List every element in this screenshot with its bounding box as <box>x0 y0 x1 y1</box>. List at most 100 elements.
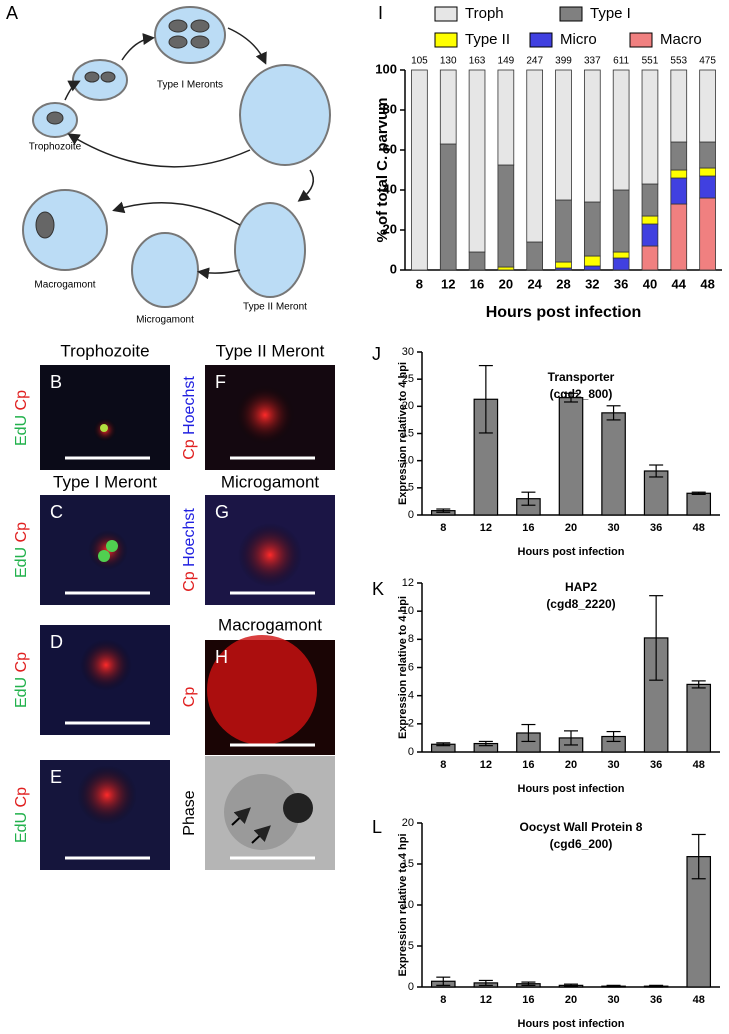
error-bar <box>478 979 493 986</box>
bar-total: 337 <box>584 56 601 67</box>
x-tick-label: 12 <box>441 276 455 291</box>
channel: Cp <box>181 439 198 460</box>
cell-phase <box>224 774 300 850</box>
x-tick-label: 36 <box>650 759 662 771</box>
error-bar <box>649 984 664 988</box>
bar-segment <box>583 255 601 267</box>
bar-segment <box>612 251 630 259</box>
bar-total: 163 <box>469 56 486 67</box>
channel: Cp <box>13 522 30 543</box>
channel-labels: Phase <box>181 790 198 835</box>
bar <box>558 397 584 516</box>
stage-label: Trophozoite <box>29 142 82 153</box>
y-tick-label: 100 <box>375 61 397 76</box>
legend-label: Micro <box>560 31 597 48</box>
y-tick-label: 8 <box>408 633 414 645</box>
x-tick-label: 48 <box>693 522 705 534</box>
bar-total: 105 <box>411 56 428 67</box>
bar-total: 149 <box>498 56 515 67</box>
y-tick-label: 30 <box>402 346 414 358</box>
error-bar <box>606 730 621 743</box>
channel: EdU <box>13 415 30 446</box>
nucleus <box>84 71 100 83</box>
stage-label: Microgamont <box>136 315 194 326</box>
bar-segment <box>468 69 486 253</box>
bar-segment <box>526 69 544 243</box>
x-tick-label: 8 <box>416 276 423 291</box>
panel-letter: G <box>215 502 229 522</box>
panel-letter: H <box>215 647 228 667</box>
x-axis-label: Hours post infection <box>486 304 642 321</box>
cell-signal <box>80 639 132 691</box>
arrow <box>64 80 81 101</box>
legend-label: Troph <box>465 5 504 22</box>
y-tick-label: 4 <box>408 690 414 702</box>
stage-label: Macrogamont <box>34 280 95 291</box>
panel-letter: A <box>6 3 18 23</box>
channel: Cp <box>181 571 198 592</box>
arrow <box>112 201 241 226</box>
channel: Cp <box>13 652 30 673</box>
x-tick-label: 12 <box>480 759 492 771</box>
chart-title: Oocyst Wall Protein 8 <box>520 820 643 834</box>
bar-segment <box>670 141 688 171</box>
y-tick-label: 60 <box>383 141 397 156</box>
legend-label: Type I <box>590 5 631 22</box>
cell-signal <box>100 424 108 432</box>
x-tick-label: 8 <box>440 522 446 534</box>
micrograph-title: Microgamont <box>221 472 320 491</box>
legend-label: Macro <box>660 31 702 48</box>
y-tick-label: 10 <box>402 605 414 617</box>
x-tick-label: 36 <box>614 276 628 291</box>
bar-segment <box>612 69 630 191</box>
cell-signal <box>98 550 110 562</box>
micrograph-title: Trophozoite <box>60 341 149 360</box>
arrow <box>197 267 241 280</box>
error-bar <box>649 595 664 681</box>
micrographs: B C D E F G H Trophozoite Type I Meront … <box>13 341 335 870</box>
bar-segment <box>583 265 601 271</box>
y-axis-label: % of total C. parvum <box>374 97 391 242</box>
x-tick-label: 20 <box>565 994 577 1006</box>
bar-segment <box>699 197 716 271</box>
bar-segment <box>583 69 601 203</box>
channel: Cp <box>13 390 30 411</box>
x-axis-label: Hours post infection <box>518 783 625 795</box>
x-tick-label: 8 <box>440 994 446 1006</box>
legend-swatch <box>434 6 458 22</box>
bar-segment <box>555 69 572 201</box>
panel-letter: B <box>50 372 62 392</box>
x-tick-label: 8 <box>440 759 446 771</box>
life-cycle-diagram: A Type I Meronts Trophozoite Macrogamont… <box>6 3 331 326</box>
x-tick-label: 48 <box>693 994 705 1006</box>
legend-label: Type II <box>465 31 510 48</box>
bar-segment <box>497 69 515 166</box>
x-tick-label: 44 <box>672 276 687 291</box>
y-tick-label: 25 <box>402 373 414 385</box>
x-tick-label: 12 <box>480 994 492 1006</box>
x-tick-label: 32 <box>585 276 599 291</box>
x-tick-label: 28 <box>556 276 570 291</box>
error-bar <box>478 364 493 434</box>
y-axis-label: Expression relative to 4 hpi <box>397 833 409 976</box>
bar-total: 553 <box>670 56 687 67</box>
bar-total: 611 <box>613 56 629 67</box>
y-tick-label: 15 <box>402 427 414 439</box>
chart-subtitle: (cgd6_200) <box>550 837 613 851</box>
legend-swatch <box>559 6 583 22</box>
panel-letter: E <box>50 767 62 787</box>
micrograph-title: Macrogamont <box>218 615 322 634</box>
cell <box>154 6 226 64</box>
channel-labels: EdU Cp <box>13 390 30 446</box>
channel-labels: Cp Hoechst <box>181 376 198 460</box>
bar-segment <box>612 189 630 253</box>
panel-letter: K <box>372 579 384 599</box>
bar-segment <box>670 203 688 271</box>
stage-label: Type I Meronts <box>157 80 223 91</box>
error-bar <box>606 984 621 988</box>
panel-letter: L <box>372 817 382 837</box>
panel-letter: I <box>378 3 383 23</box>
cell-signal <box>77 765 137 825</box>
bar-segment <box>641 215 659 225</box>
nucleus <box>100 71 116 83</box>
